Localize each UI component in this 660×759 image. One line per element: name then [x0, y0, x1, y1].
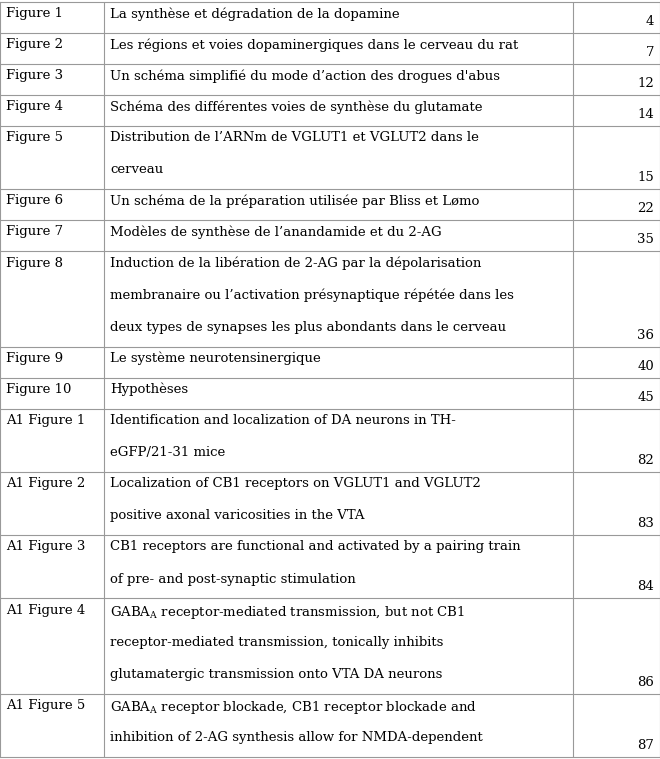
Text: Les régions et voies dopaminergiques dans le cerveau du rat: Les régions et voies dopaminergiques dan…	[110, 38, 519, 52]
Text: 40: 40	[638, 360, 654, 373]
Text: membranaire ou l’activation présynaptique répétée dans les: membranaire ou l’activation présynaptiqu…	[110, 288, 514, 302]
Text: deux types de synapses les plus abondants dans le cerveau: deux types de synapses les plus abondant…	[110, 321, 506, 334]
Text: Identification and localization of DA neurons in TH-: Identification and localization of DA ne…	[110, 414, 456, 427]
Text: 82: 82	[638, 454, 654, 467]
Text: Localization of CB1 receptors on VGLUT1 and VGLUT2: Localization of CB1 receptors on VGLUT1 …	[110, 477, 481, 490]
Text: A1 Figure 2: A1 Figure 2	[6, 477, 85, 490]
Text: 14: 14	[638, 108, 654, 121]
Text: Modèles de synthèse de l’anandamide et du 2-AG: Modèles de synthèse de l’anandamide et d…	[110, 225, 442, 239]
Text: Figure 5: Figure 5	[6, 131, 63, 144]
Text: GABA$_\mathregular{A}$ receptor-mediated transmission, but not CB1: GABA$_\mathregular{A}$ receptor-mediated…	[110, 603, 465, 621]
Text: 7: 7	[645, 46, 654, 59]
Text: 35: 35	[637, 233, 654, 246]
Text: positive axonal varicosities in the VTA: positive axonal varicosities in the VTA	[110, 509, 365, 522]
Text: Figure 7: Figure 7	[6, 225, 63, 238]
Text: A1 Figure 5: A1 Figure 5	[6, 699, 85, 712]
Text: inhibition of 2-AG synthesis allow for NMDA-dependent: inhibition of 2-AG synthesis allow for N…	[110, 731, 483, 744]
Text: Schéma des différentes voies de synthèse du glutamate: Schéma des différentes voies de synthèse…	[110, 100, 482, 114]
Text: Figure 10: Figure 10	[6, 383, 71, 396]
Text: Distribution de l’ARNm de VGLUT1 et VGLUT2 dans le: Distribution de l’ARNm de VGLUT1 et VGLU…	[110, 131, 479, 144]
Text: A1 Figure 4: A1 Figure 4	[6, 603, 85, 616]
Text: GABA$_\mathregular{A}$ receptor blockade, CB1 receptor blockade and: GABA$_\mathregular{A}$ receptor blockade…	[110, 699, 477, 716]
Text: receptor-mediated transmission, tonically inhibits: receptor-mediated transmission, tonicall…	[110, 636, 444, 649]
Text: Figure 2: Figure 2	[6, 38, 63, 51]
Text: Le système neurotensinergique: Le système neurotensinergique	[110, 352, 321, 365]
Text: Hypothèses: Hypothèses	[110, 383, 188, 396]
Text: Figure 1: Figure 1	[6, 7, 63, 20]
Text: Figure 3: Figure 3	[6, 69, 63, 82]
Text: 15: 15	[638, 172, 654, 184]
Text: CB1 receptors are functional and activated by a pairing train: CB1 receptors are functional and activat…	[110, 540, 521, 553]
Text: A1 Figure 3: A1 Figure 3	[6, 540, 85, 553]
Text: 12: 12	[638, 77, 654, 90]
Text: Figure 8: Figure 8	[6, 257, 63, 269]
Text: Un schéma de la préparation utilisée par Bliss et Lømo: Un schéma de la préparation utilisée par…	[110, 194, 480, 208]
Text: A1 Figure 1: A1 Figure 1	[6, 414, 85, 427]
Text: Figure 6: Figure 6	[6, 194, 63, 207]
Text: 86: 86	[637, 676, 654, 688]
Text: 83: 83	[637, 517, 654, 530]
Text: eGFP/21-31 mice: eGFP/21-31 mice	[110, 446, 226, 459]
Text: glutamatergic transmission onto VTA DA neurons: glutamatergic transmission onto VTA DA n…	[110, 668, 443, 681]
Text: 84: 84	[638, 581, 654, 594]
Text: La synthèse et dégradation de la dopamine: La synthèse et dégradation de la dopamin…	[110, 7, 400, 20]
Text: cerveau: cerveau	[110, 163, 164, 176]
Text: 22: 22	[638, 202, 654, 216]
Text: 4: 4	[645, 15, 654, 28]
Text: Figure 9: Figure 9	[6, 352, 63, 365]
Text: 36: 36	[637, 329, 654, 342]
Text: 45: 45	[638, 391, 654, 404]
Text: Induction de la libération de 2-AG par la dépolarisation: Induction de la libération de 2-AG par l…	[110, 257, 482, 270]
Text: of pre- and post-synaptic stimulation: of pre- and post-synaptic stimulation	[110, 572, 356, 585]
Text: 87: 87	[637, 739, 654, 752]
Text: Figure 4: Figure 4	[6, 100, 63, 113]
Text: Un schéma simplifié du mode d’action des drogues d'abus: Un schéma simplifié du mode d’action des…	[110, 69, 500, 83]
